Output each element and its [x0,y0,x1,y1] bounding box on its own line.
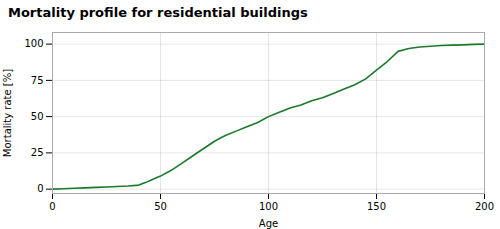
svg-text:Mortality rate [%]: Mortality rate [%] [2,69,13,157]
svg-text:25: 25 [31,147,44,158]
svg-text:Age: Age [259,218,278,229]
svg-text:200: 200 [475,201,494,212]
svg-text:75: 75 [31,75,44,86]
svg-text:150: 150 [367,201,386,212]
svg-text:50: 50 [154,201,167,212]
svg-text:100: 100 [259,201,278,212]
html-text:Mortality profile for resident: Mortality profile for residential buildi… [8,5,308,20]
svg-text:100: 100 [24,38,43,49]
svg-text:50: 50 [31,111,44,122]
svg-text:0: 0 [49,201,55,212]
svg-text:0: 0 [37,183,43,194]
